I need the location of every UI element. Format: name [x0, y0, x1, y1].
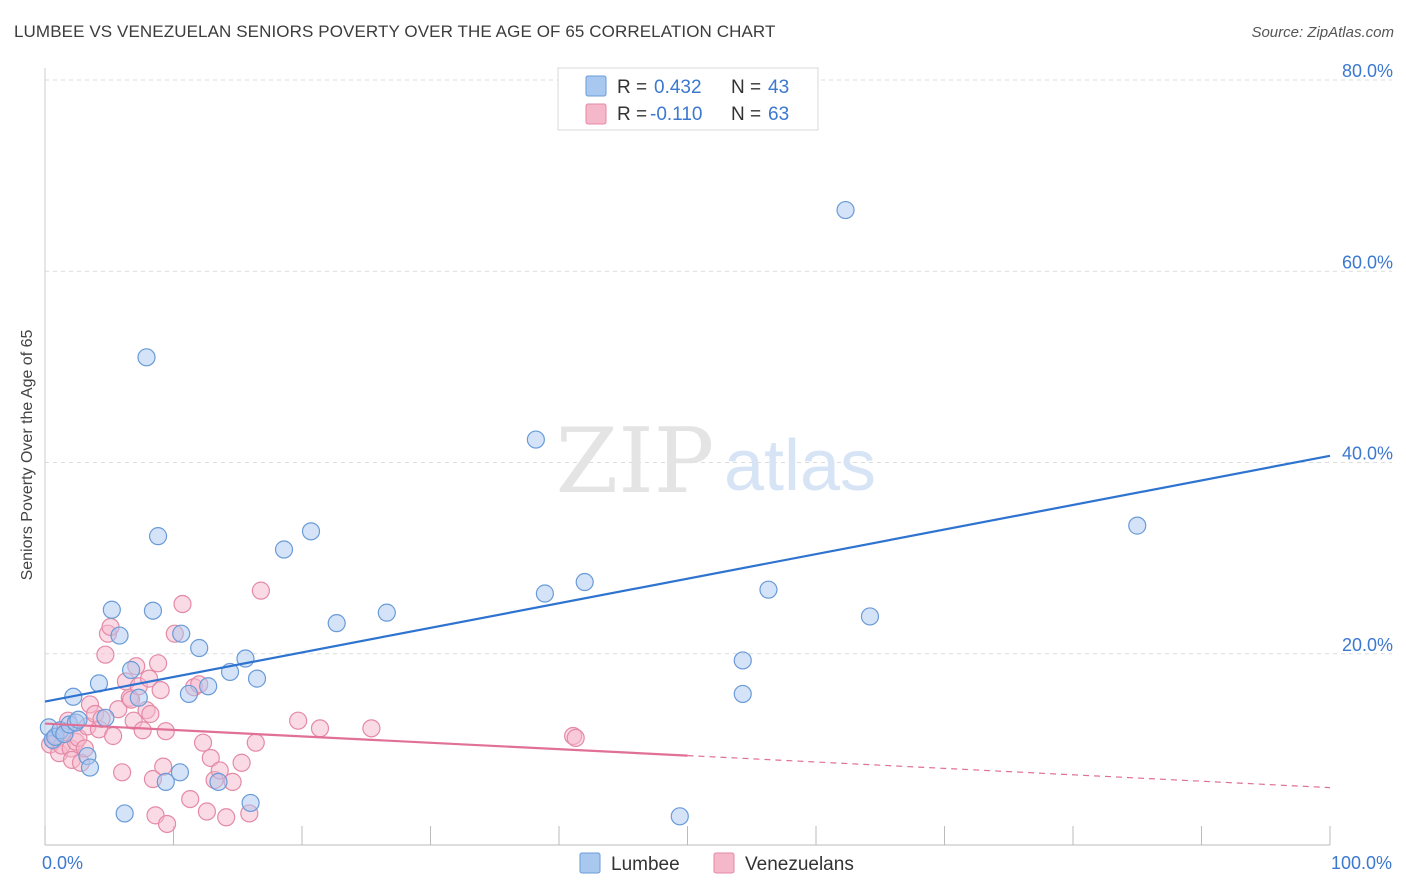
lumbee-point [110, 626, 129, 645]
watermark-zip: ZIP [556, 409, 715, 514]
lumbee-point [179, 684, 199, 704]
bottom-legend-swatch-lumbee [579, 852, 601, 874]
lumbee-point [535, 584, 554, 603]
lumbee-point [170, 763, 190, 782]
lumbee-point [526, 430, 545, 449]
venezuelan-point [246, 733, 265, 752]
lumbee-point [860, 607, 880, 626]
lumbee-point [80, 758, 100, 777]
lumbee-point [1128, 516, 1147, 535]
bottom-legend-swatch-venezuelans [713, 852, 735, 874]
lumbee-point [670, 807, 689, 826]
venezuelan-point [251, 581, 270, 600]
x-tick-label: 100.0% [1331, 853, 1392, 873]
top-legend: R = 0.432 N = 43 R = -0.110 N = 63 [557, 67, 819, 131]
legend-r-value-lumbee: 0.432 [654, 77, 702, 98]
y-tick-label: 40.0% [1342, 444, 1393, 464]
venezuelan-point [112, 763, 132, 782]
lumbee-point [733, 651, 752, 670]
lumbee-point [575, 572, 594, 592]
chart-title: LUMBEE VS VENEZUELAN SENIORS POVERTY OVE… [14, 22, 776, 41]
lumbee-point [836, 200, 855, 220]
lumbee-point [143, 601, 163, 620]
venezuelan-point [362, 719, 381, 738]
venezuelan-point [193, 733, 213, 752]
venezuelan-point [289, 711, 308, 730]
legend-r-label-venezuelans: R = [617, 104, 647, 125]
venezuelan-point [96, 645, 115, 664]
venezuelan-point [232, 753, 251, 772]
legend-r-value-venezuelans: -0.110 [650, 104, 702, 125]
source-label: Source: ZipAtlas.com [1251, 24, 1394, 41]
grid-lines [45, 79, 1392, 655]
axes [44, 68, 1331, 846]
venezuelan-point [141, 704, 160, 724]
lumbee-point [148, 527, 168, 546]
venezuelan-point [104, 726, 123, 746]
trend-lines [44, 454, 1331, 789]
lumbee-point [102, 600, 121, 619]
venezuelan-point [154, 757, 173, 776]
venezuelan-point [197, 802, 217, 821]
trend-line-venezuelans [44, 722, 688, 757]
lumbee-point [247, 669, 267, 688]
legend-swatch-lumbee [585, 75, 607, 97]
legend-swatch-venezuelans [585, 103, 607, 125]
lumbee-point [129, 688, 148, 707]
lumbee-point [209, 772, 228, 791]
venezuelan-point [133, 721, 152, 740]
lumbee-point [327, 614, 346, 633]
venezuelan-point [109, 700, 128, 719]
lumbee-point [172, 624, 191, 643]
venezuelan-point [566, 728, 585, 748]
lumbee-point [190, 638, 209, 658]
watermark: ZIP atlas [556, 409, 876, 514]
lumbee-point [137, 348, 156, 367]
lumbee-point [733, 684, 752, 704]
legend-n-value-venezuelans: 63 [768, 104, 789, 125]
venezuelan-point [173, 594, 192, 614]
trend-line-lumbee [44, 454, 1331, 703]
y-tick-label: 60.0% [1342, 252, 1393, 272]
y-tick-label: 20.0% [1342, 635, 1393, 655]
venezuelan-point [181, 789, 200, 809]
x-tick-label: 0.0% [42, 853, 83, 873]
bottom-legend-label-venezuelans: Venezuelans [745, 854, 854, 875]
watermark-atlas: atlas [724, 426, 876, 506]
data-points [39, 200, 1147, 834]
lumbee-point [156, 772, 175, 791]
y-tick-label: 80.0% [1342, 61, 1393, 81]
lumbee-point [115, 804, 134, 823]
lumbee-point [199, 677, 218, 696]
venezuelan-point [157, 814, 177, 834]
venezuelan-point [148, 654, 168, 673]
lumbee-point [241, 793, 260, 813]
lumbee-point [121, 660, 141, 680]
bottom-legend-label-lumbee: Lumbee [611, 854, 680, 875]
lumbee-point [301, 522, 321, 541]
legend-n-label-lumbee: N = [731, 77, 761, 98]
tick-labels: 20.0% 40.0% 60.0% 80.0% 0.0% 100.0% [42, 61, 1393, 873]
lumbee-point [274, 540, 294, 559]
bottom-legend: Lumbee Venezuelans [579, 852, 854, 875]
legend-n-label-venezuelans: N = [731, 104, 761, 125]
lumbee-point [377, 603, 396, 622]
trend-line-extension-venezuelans [687, 754, 1331, 789]
venezuelan-point [201, 748, 220, 768]
venezuelan-point [156, 722, 175, 741]
lumbee-point [759, 580, 778, 599]
lumbee-point [96, 708, 115, 727]
legend-n-value-lumbee: 43 [768, 77, 789, 98]
venezuelan-point [310, 719, 330, 738]
legend-r-label-lumbee: R = [617, 77, 647, 98]
venezuelan-point [217, 808, 236, 827]
venezuelan-point [151, 680, 170, 700]
